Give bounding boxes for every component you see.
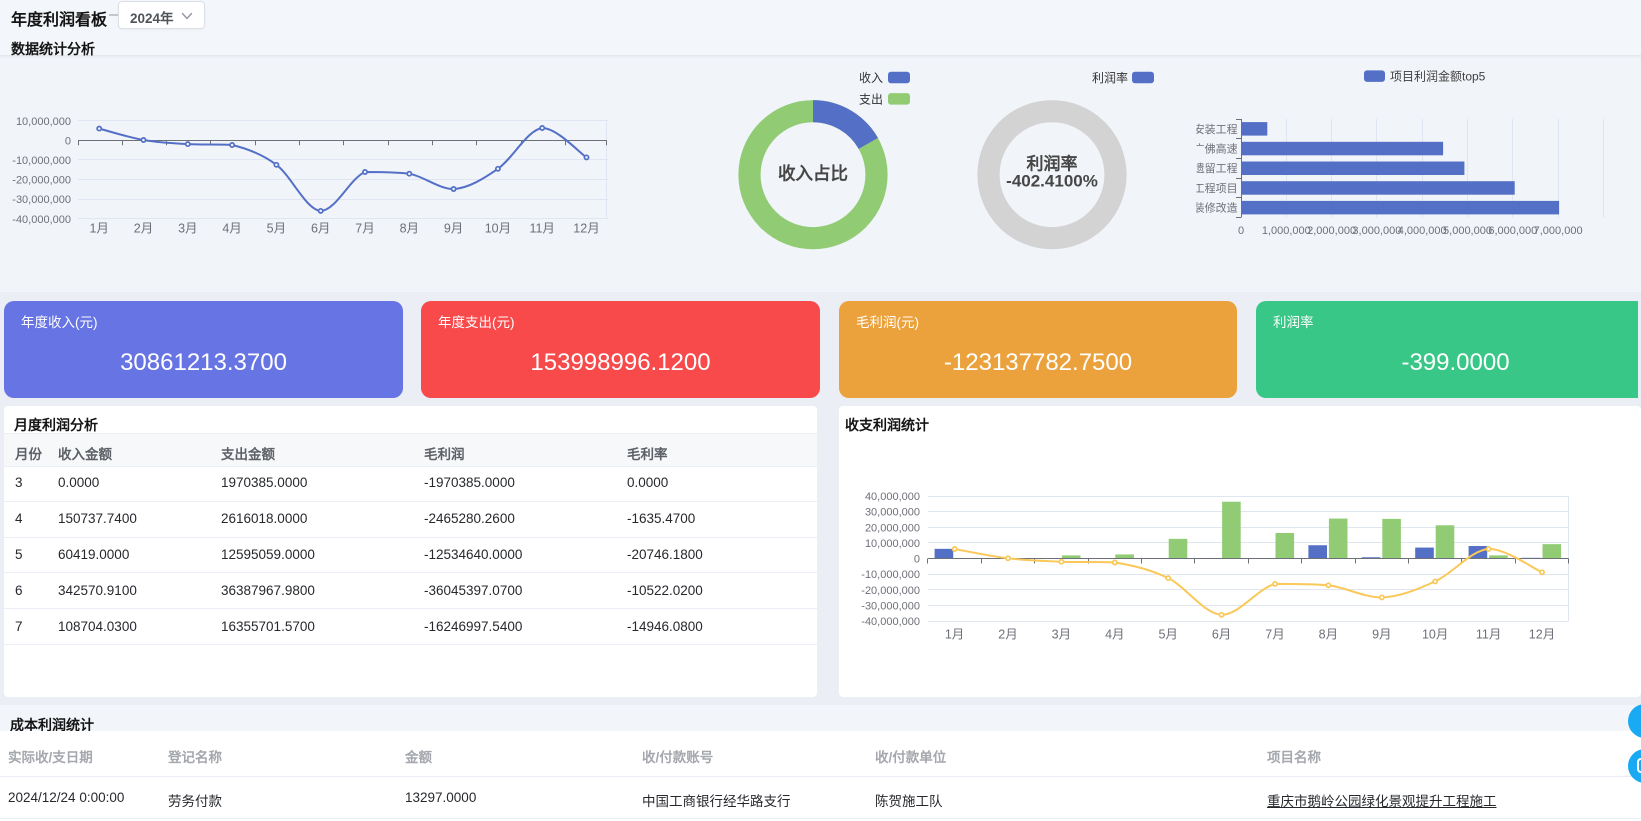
svg-text:项目利润金额top5: 项目利润金额top5 xyxy=(1390,69,1486,84)
svg-text:2月: 2月 xyxy=(998,628,1017,642)
svg-text:利润率: 利润率 xyxy=(1092,70,1128,85)
svg-text:3月: 3月 xyxy=(1052,628,1071,642)
svg-text:4月: 4月 xyxy=(1105,628,1124,642)
svg-text:6,000,000: 6,000,000 xyxy=(1488,225,1537,237)
svg-text:20,000,000: 20,000,000 xyxy=(865,522,920,534)
svg-text:7,000,000: 7,000,000 xyxy=(1534,225,1583,237)
svg-text:4,000,000: 4,000,000 xyxy=(1398,225,1447,237)
svg-text:-10,000,000: -10,000,000 xyxy=(861,569,920,581)
svg-text:11月: 11月 xyxy=(529,222,554,236)
svg-text:5月: 5月 xyxy=(1158,628,1177,642)
svg-text:-40,000,000: -40,000,000 xyxy=(12,214,71,226)
svg-text:-30,000,000: -30,000,000 xyxy=(861,600,920,612)
svg-text:9月: 9月 xyxy=(444,222,463,236)
svg-text:利润率: 利润率 xyxy=(1027,154,1078,174)
svg-text:1,000,000: 1,000,000 xyxy=(1262,225,1311,237)
svg-text:-20,000,000: -20,000,000 xyxy=(861,585,920,597)
svg-text:收入: 收入 xyxy=(859,71,883,85)
svg-text:7月: 7月 xyxy=(355,222,374,236)
svg-text:10月: 10月 xyxy=(1422,628,1448,642)
svg-text:设备安装工程: 设备安装工程 xyxy=(1172,122,1238,136)
svg-text:2月: 2月 xyxy=(134,222,153,236)
svg-text:6月: 6月 xyxy=(311,222,330,236)
svg-text:30,000,000: 30,000,000 xyxy=(865,507,920,519)
svg-text:-40,000,000: -40,000,000 xyxy=(861,616,920,628)
svg-text:3,000,000: 3,000,000 xyxy=(1352,225,1401,237)
svg-text:5,000,000: 5,000,000 xyxy=(1443,225,1492,237)
svg-text:市政工程项目: 市政工程项目 xyxy=(1172,181,1238,195)
svg-text:支出: 支出 xyxy=(859,92,883,106)
svg-text:小区遗留工程: 小区遗留工程 xyxy=(1172,161,1238,175)
svg-text:1月: 1月 xyxy=(89,222,108,236)
svg-text:1月: 1月 xyxy=(945,628,964,642)
svg-text:40,000,000: 40,000,000 xyxy=(865,491,920,503)
svg-text:-20,000,000: -20,000,000 xyxy=(12,175,71,187)
svg-text:厂房装修改造: 厂房装修改造 xyxy=(1172,201,1238,215)
svg-text:城际广佛高速: 城际广佛高速 xyxy=(1172,142,1238,156)
svg-text:10月: 10月 xyxy=(485,222,511,236)
svg-text:11月: 11月 xyxy=(1476,628,1501,642)
svg-text:5月: 5月 xyxy=(267,222,286,236)
svg-text:-10,000,000: -10,000,000 xyxy=(12,155,71,167)
svg-text:6月: 6月 xyxy=(1212,628,1231,642)
svg-text:8月: 8月 xyxy=(400,222,419,236)
svg-text:0: 0 xyxy=(914,554,920,566)
svg-text:12月: 12月 xyxy=(1529,628,1555,642)
svg-text:0: 0 xyxy=(65,135,71,147)
svg-text:0: 0 xyxy=(1238,225,1244,237)
svg-text:9月: 9月 xyxy=(1372,628,1391,642)
svg-text:4月: 4月 xyxy=(222,222,241,236)
svg-text:3月: 3月 xyxy=(178,222,197,236)
svg-text:-30,000,000: -30,000,000 xyxy=(12,194,71,206)
svg-text:10,000,000: 10,000,000 xyxy=(865,538,920,550)
svg-text:-402.4100%: -402.4100% xyxy=(1006,172,1098,191)
svg-text:10,000,000: 10,000,000 xyxy=(16,116,71,128)
svg-text:12月: 12月 xyxy=(573,222,599,236)
svg-text:8月: 8月 xyxy=(1319,628,1338,642)
svg-text:2,000,000: 2,000,000 xyxy=(1307,225,1356,237)
svg-text:7月: 7月 xyxy=(1265,628,1284,642)
svg-text:收入占比: 收入占比 xyxy=(778,164,848,184)
